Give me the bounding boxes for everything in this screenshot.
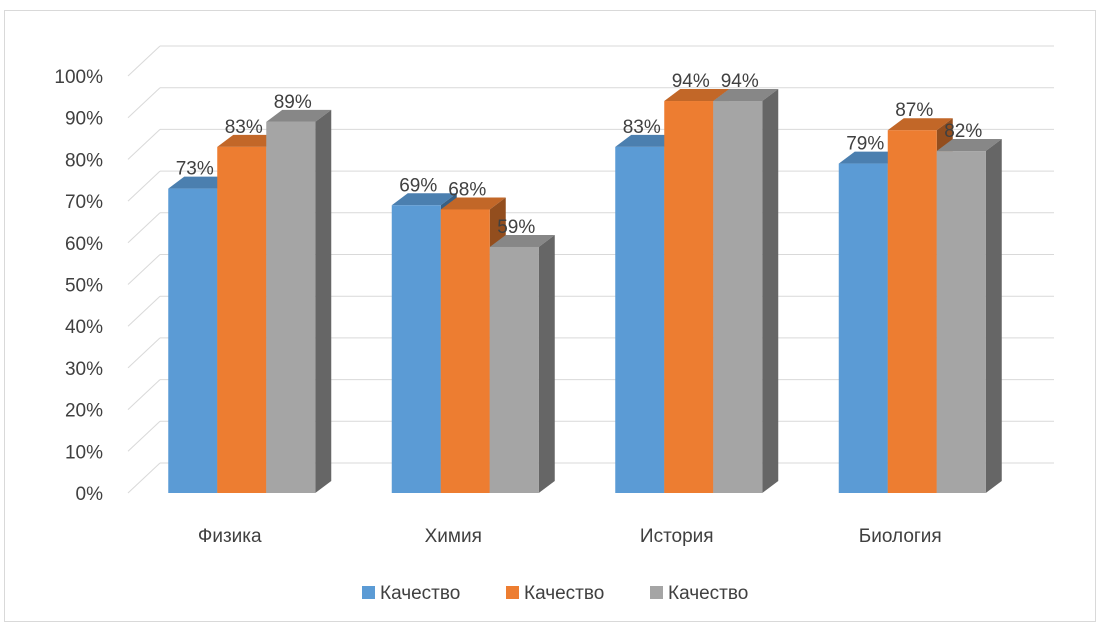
data-label: 94% (721, 71, 759, 92)
y-tick-label: 10% (65, 442, 103, 463)
bar-top (936, 139, 1002, 152)
gridline-side (127, 129, 161, 160)
bar-front (489, 246, 539, 493)
bar-front (936, 151, 986, 493)
bar (266, 109, 332, 494)
legend-swatch (362, 586, 375, 599)
gridline-side (127, 254, 161, 285)
bar-top (168, 176, 234, 189)
category-label: Биология (859, 526, 942, 547)
x-axis: Физика Химия История Биология (198, 526, 942, 547)
gridline-side (127, 295, 161, 327)
y-tick-label: 70% (65, 192, 103, 213)
y-tick-label: 80% (65, 150, 103, 171)
bar-top (489, 234, 555, 247)
bar-side (985, 139, 1002, 493)
bar-top (615, 134, 681, 147)
bar-top (266, 109, 332, 122)
legend-item: Качество (362, 583, 460, 604)
bar-side (538, 234, 555, 493)
gridline-side (127, 420, 161, 452)
legend-item: Качество (506, 583, 604, 604)
gridline-side (127, 337, 161, 369)
bar (489, 234, 555, 493)
bar-front (217, 146, 267, 493)
bar-top (391, 193, 457, 206)
bar-top (887, 118, 953, 131)
gridline-side (127, 379, 161, 410)
bar-front (615, 146, 665, 493)
data-label: 94% (672, 71, 710, 92)
legend-label: Качество (668, 583, 748, 604)
bars (168, 89, 1002, 494)
legend-swatch (650, 586, 663, 599)
gridline-side (127, 462, 161, 494)
y-tick-label: 40% (65, 317, 103, 338)
legend-item: Качество (650, 583, 748, 604)
legend: Качество Качество Качество (362, 583, 748, 604)
category-label: История (640, 526, 714, 547)
y-tick-label: 30% (65, 359, 103, 380)
data-label: 69% (399, 175, 437, 196)
bar-front (713, 101, 763, 494)
data-label: 79% (846, 134, 884, 155)
gridline-side (127, 87, 161, 119)
bar (936, 139, 1002, 493)
bar-top (664, 89, 730, 102)
category-label: Химия (425, 526, 482, 547)
bar-front (168, 188, 218, 493)
bar-top (838, 151, 904, 164)
bar-front (838, 163, 888, 493)
y-tick-label: 50% (65, 276, 103, 297)
bar-front (391, 205, 441, 493)
bar-front (266, 121, 316, 494)
gridline-side (127, 170, 161, 202)
bar-top (217, 134, 283, 147)
y-tick-label: 20% (65, 401, 103, 422)
bar-front (440, 209, 490, 493)
data-label: 68% (448, 179, 486, 200)
gridline-side (127, 212, 161, 244)
category-label: Физика (198, 526, 262, 547)
bar-top (440, 197, 506, 210)
y-tick-label: 60% (65, 234, 103, 255)
bar-top (713, 89, 779, 102)
bar-side (315, 109, 332, 494)
data-label: 83% (623, 117, 661, 138)
data-labels: 73% 83% 89% 69% 68% 59% 83% 94% 94% 79% 87% 82% (176, 71, 983, 238)
data-label: 89% (274, 92, 312, 113)
legend-label: Качество (380, 583, 460, 604)
data-label: 82% (944, 121, 982, 142)
y-tick-label: 0% (76, 484, 104, 505)
y-axis: 0% 10% 20% 30% 40% 50% 60% 70% 80% 90% 100% (54, 67, 103, 505)
bar (713, 89, 779, 494)
bar-front (664, 101, 714, 494)
data-label: 87% (895, 100, 933, 121)
legend-swatch (506, 586, 519, 599)
legend-label: Качество (524, 583, 604, 604)
y-tick-label: 100% (54, 67, 103, 88)
data-label: 73% (176, 159, 214, 180)
data-label: 59% (497, 217, 535, 238)
y-tick-label: 90% (65, 109, 103, 130)
bar-front (887, 130, 937, 493)
data-label: 83% (225, 117, 263, 138)
gridline-side (127, 45, 161, 77)
bar-side (762, 89, 779, 494)
